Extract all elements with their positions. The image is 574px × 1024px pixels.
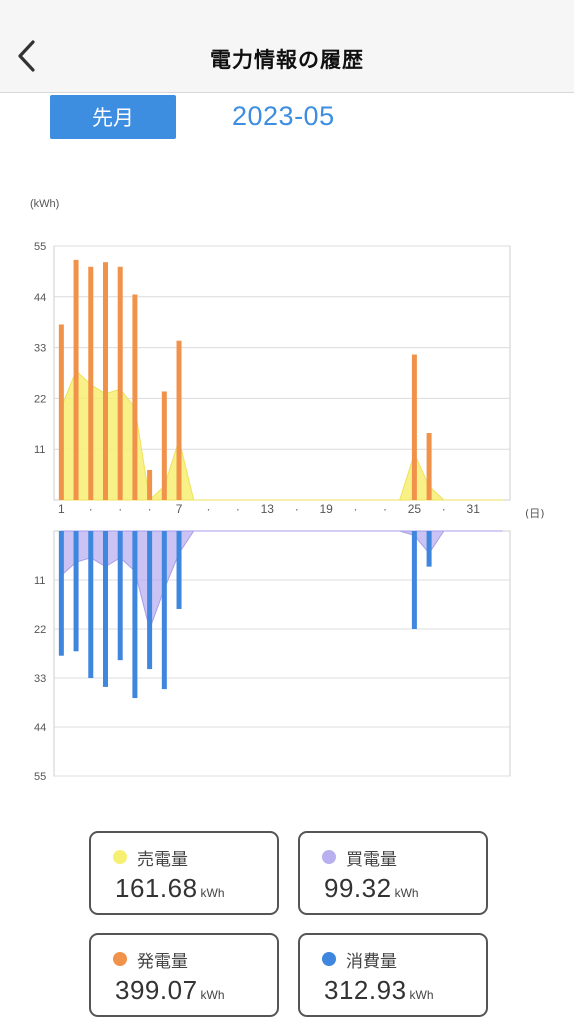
bottom-y-tick-label: 44 — [34, 722, 46, 734]
generated-energy-unit: kWh — [200, 988, 225, 1002]
x-tick-label: 13 — [261, 502, 275, 516]
consumption-bar — [161, 531, 167, 690]
generation-bar — [132, 294, 138, 500]
generation-bar — [58, 324, 64, 500]
consumed-energy-label: 消費量 — [346, 952, 397, 972]
generated-energy-value-row: 399.07 kWh — [115, 975, 225, 1006]
bought-energy-card: 買電量 99.32 kWh — [298, 831, 488, 915]
period-date-label: 2023-05 — [232, 101, 335, 131]
top-y-tick-label: 44 — [34, 292, 46, 304]
bought-energy-value: 99.32 — [324, 873, 392, 903]
bought-legend-dot — [322, 850, 336, 864]
last-month-button[interactable]: 先月 — [50, 95, 176, 139]
bottom-y-tick-label: 22 — [34, 624, 46, 636]
consumed-energy-value: 312.93 — [324, 975, 407, 1005]
consumed-legend-dot — [322, 952, 336, 966]
x-unit-label: (日) — [525, 507, 545, 520]
consumption-bar — [117, 531, 123, 661]
consumption-bar — [58, 531, 64, 656]
consumed-energy-card: 消費量 312.93 kWh — [298, 933, 488, 1017]
sold-energy-area — [60, 369, 503, 502]
consumption-bar — [147, 531, 153, 670]
bottom-y-tick-label: 33 — [34, 673, 46, 685]
consumption-bar — [88, 531, 94, 678]
generation-bar — [411, 354, 417, 500]
x-tick-label: 19 — [319, 502, 333, 516]
x-tick-label: · — [118, 502, 122, 516]
generation-bar — [102, 262, 108, 500]
sold-energy-card: 売電量 161.68 kWh — [89, 831, 279, 915]
consumption-bar — [132, 531, 138, 699]
top-y-tick-label: 11 — [34, 444, 45, 456]
generated-energy-card: 発電量 399.07 kWh — [89, 933, 279, 1017]
generation-bar — [73, 259, 79, 500]
x-tick-label: · — [383, 502, 387, 516]
bought-energy-area — [60, 530, 503, 631]
consumption-bar — [73, 531, 79, 652]
x-tick-label: · — [236, 502, 240, 516]
page-title: 電力情報の履歴 — [210, 48, 364, 72]
generation-bar — [147, 469, 153, 500]
sold-energy-value-row: 161.68 kWh — [115, 873, 225, 904]
bought-energy-label: 買電量 — [346, 850, 397, 870]
bought-energy-value-row: 99.32 kWh — [324, 873, 419, 904]
x-tick-label: · — [89, 502, 93, 516]
top-y-tick-label: 55 — [34, 241, 46, 253]
generation-bar — [88, 266, 94, 500]
generation-bar — [117, 266, 123, 500]
x-tick-label: 31 — [467, 502, 481, 516]
chevron-left-icon — [18, 40, 35, 72]
bottom-y-tick-label: 11 — [34, 575, 45, 587]
top-y-tick-label: 33 — [34, 343, 46, 355]
x-tick-label: · — [148, 502, 152, 516]
consumption-bar — [176, 531, 182, 609]
generated-legend-dot — [113, 952, 127, 966]
top-y-tick-label: 22 — [34, 393, 46, 405]
sold-legend-dot — [113, 850, 127, 864]
consumption-bar — [411, 531, 417, 629]
consumed-energy-unit: kWh — [409, 988, 434, 1002]
generated-energy-label: 発電量 — [137, 952, 188, 972]
x-tick-label: · — [354, 502, 358, 516]
generation-bar — [161, 391, 167, 500]
generation-bar — [426, 433, 432, 500]
consumption-bar — [426, 531, 432, 567]
consumed-energy-value-row: 312.93 kWh — [324, 975, 434, 1006]
generated-energy-value: 399.07 — [115, 975, 198, 1005]
bottom-y-tick-label: 55 — [34, 771, 46, 783]
y-unit-label: (kWh) — [30, 198, 59, 210]
x-tick-label: · — [295, 502, 299, 516]
header-bar: 電力情報の履歴 — [0, 0, 574, 93]
sold-energy-value: 161.68 — [115, 873, 198, 903]
x-tick-label: · — [206, 502, 210, 516]
bought-energy-unit: kWh — [394, 886, 419, 900]
x-tick-label: 7 — [176, 502, 183, 516]
consumption-bar — [102, 531, 108, 687]
back-button[interactable] — [8, 36, 44, 76]
x-tick-label: 25 — [408, 502, 422, 516]
sold-energy-label: 売電量 — [137, 850, 188, 870]
x-tick-label: 1 — [58, 502, 65, 516]
x-tick-label: · — [442, 502, 446, 516]
sold-energy-unit: kWh — [200, 886, 225, 900]
energy-history-chart: (kWh) (日) 55 44 33 22 11 11 22 33 44 55 1 · · · 7 · · 13 ·… — [30, 198, 545, 783]
chart-plot-area: 55 44 33 22 11 11 22 33 44 55 1 · · · 7 · · 13 · 19 · · 25 · 31 — [34, 241, 511, 783]
generation-bar — [176, 340, 182, 500]
